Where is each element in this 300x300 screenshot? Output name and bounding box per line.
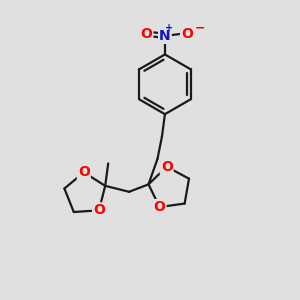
Text: N: N xyxy=(159,29,171,43)
Text: O: O xyxy=(93,203,105,217)
Text: O: O xyxy=(78,165,90,179)
Text: O: O xyxy=(154,200,166,214)
Text: −: − xyxy=(195,22,205,35)
Text: O: O xyxy=(181,26,193,40)
Text: O: O xyxy=(161,160,172,174)
Text: +: + xyxy=(165,23,173,34)
Text: O: O xyxy=(140,26,152,40)
